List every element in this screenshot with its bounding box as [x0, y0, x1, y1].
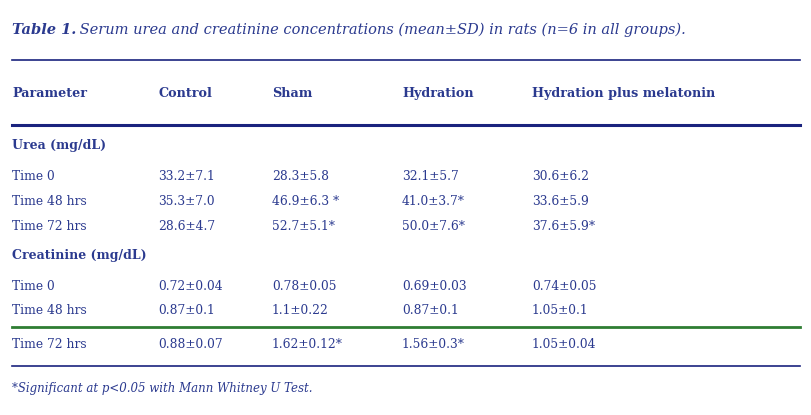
Text: Serum urea and creatinine concentrations (mean±SD) in rats (n=6 in all groups).: Serum urea and creatinine concentrations…: [75, 23, 684, 37]
Text: 1.05±0.1: 1.05±0.1: [531, 304, 588, 317]
Text: 0.88±0.07: 0.88±0.07: [158, 338, 223, 351]
Text: 0.69±0.03: 0.69±0.03: [401, 280, 466, 293]
Text: 33.6±5.9: 33.6±5.9: [531, 195, 588, 208]
Text: Time 48 hrs: Time 48 hrs: [12, 304, 87, 317]
Text: *Significant at p<0.05 with Mann Whitney U Test.: *Significant at p<0.05 with Mann Whitney…: [12, 381, 312, 395]
Text: 0.87±0.1: 0.87±0.1: [401, 304, 458, 317]
Text: 30.6±6.2: 30.6±6.2: [531, 170, 588, 183]
Text: Table 1.: Table 1.: [12, 23, 76, 37]
Text: 33.2±7.1: 33.2±7.1: [158, 170, 215, 183]
Text: 52.7±5.1*: 52.7±5.1*: [272, 220, 335, 233]
Text: 50.0±7.6*: 50.0±7.6*: [401, 220, 465, 233]
Text: Time 0: Time 0: [12, 170, 55, 183]
Text: Creatinine (mg/dL): Creatinine (mg/dL): [12, 249, 147, 262]
Text: Sham: Sham: [272, 87, 312, 100]
Text: 37.6±5.9*: 37.6±5.9*: [531, 220, 594, 233]
Text: 0.78±0.05: 0.78±0.05: [272, 280, 336, 293]
Text: 0.74±0.05: 0.74±0.05: [531, 280, 595, 293]
Text: Time 72 hrs: Time 72 hrs: [12, 220, 87, 233]
Text: 1.05±0.04: 1.05±0.04: [531, 338, 595, 351]
Text: 28.3±5.8: 28.3±5.8: [272, 170, 328, 183]
Text: 0.87±0.1: 0.87±0.1: [158, 304, 215, 317]
Text: 1.56±0.3*: 1.56±0.3*: [401, 338, 465, 351]
Text: 28.6±4.7: 28.6±4.7: [158, 220, 215, 233]
Text: Hydration plus melatonin: Hydration plus melatonin: [531, 87, 714, 100]
Text: Time 0: Time 0: [12, 280, 55, 293]
Text: 1.62±0.12*: 1.62±0.12*: [272, 338, 342, 351]
Text: 41.0±3.7*: 41.0±3.7*: [401, 195, 465, 208]
Text: Parameter: Parameter: [12, 87, 87, 100]
Text: Time 72 hrs: Time 72 hrs: [12, 338, 87, 351]
Text: 1.1±0.22: 1.1±0.22: [272, 304, 328, 317]
Text: 35.3±7.0: 35.3±7.0: [158, 195, 215, 208]
Text: Hydration: Hydration: [401, 87, 473, 100]
Text: Time 48 hrs: Time 48 hrs: [12, 195, 87, 208]
Text: Urea (mg/dL): Urea (mg/dL): [12, 139, 106, 152]
Text: 32.1±5.7: 32.1±5.7: [401, 170, 458, 183]
Text: 0.72±0.04: 0.72±0.04: [158, 280, 223, 293]
Text: 46.9±6.3 *: 46.9±6.3 *: [272, 195, 339, 208]
Text: Control: Control: [158, 87, 212, 100]
